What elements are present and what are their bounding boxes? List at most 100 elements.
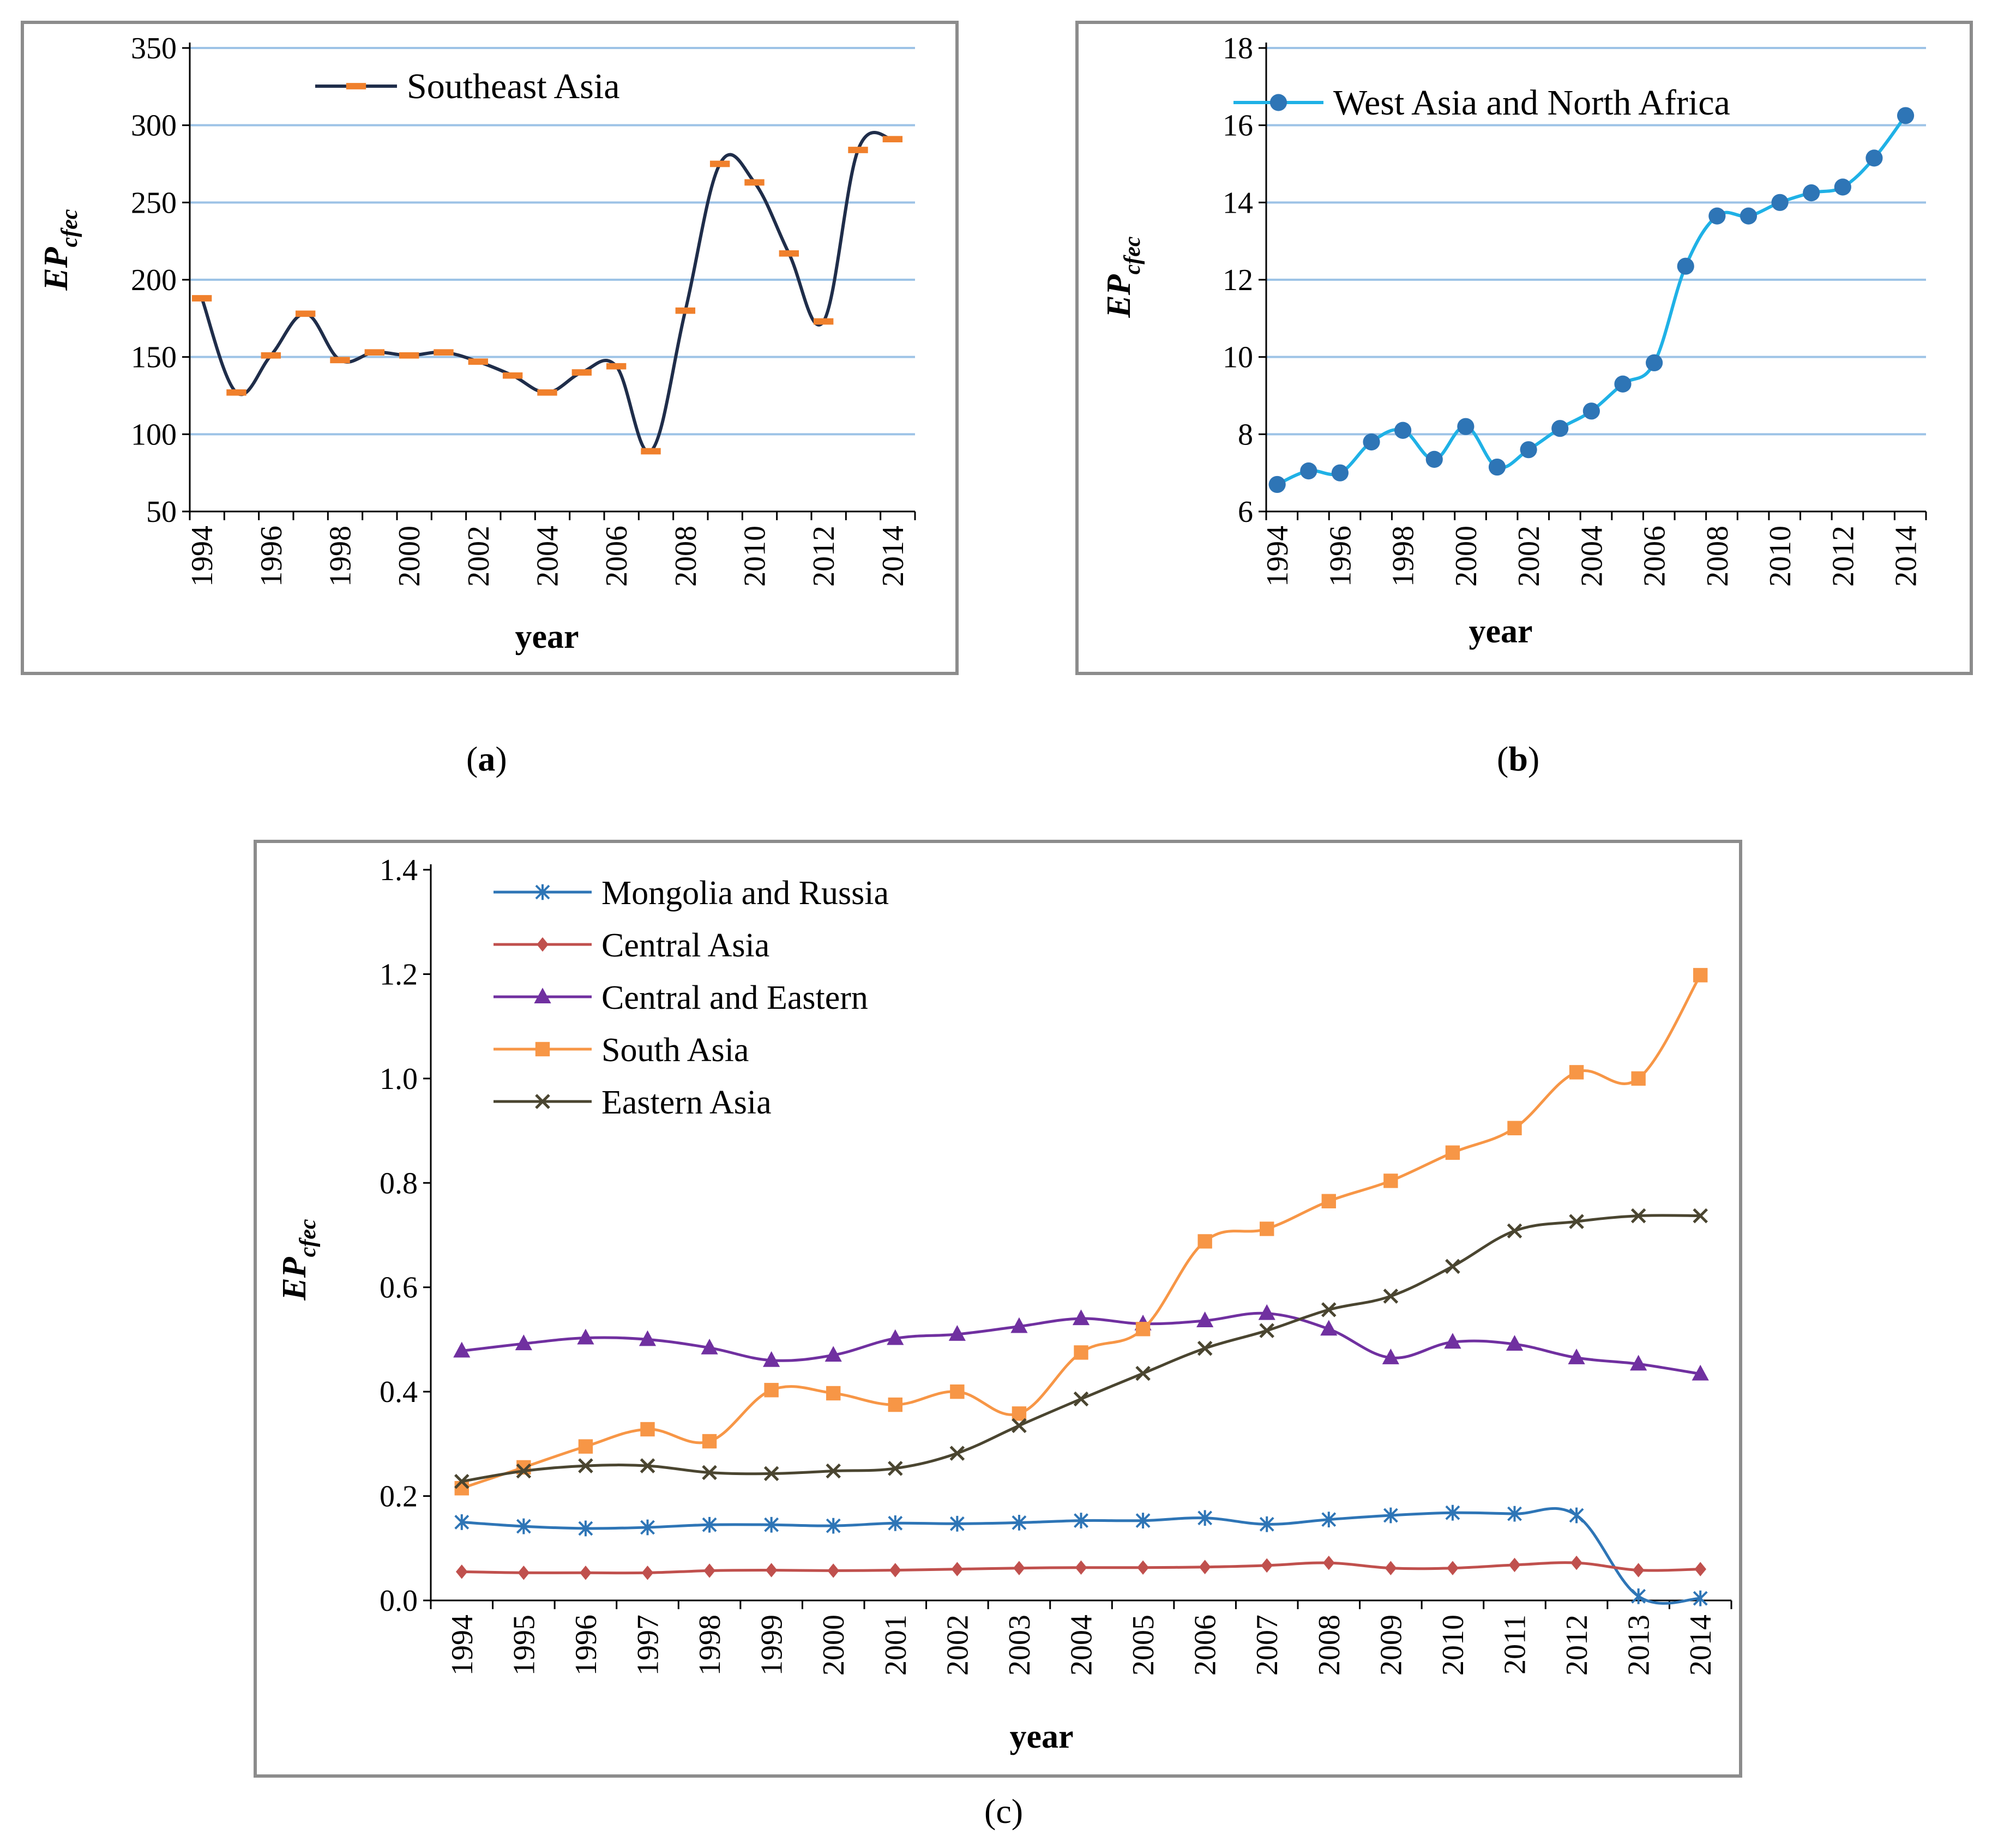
chart-frame xyxy=(21,21,959,675)
x-tick-label: 2006 xyxy=(1189,1615,1223,1676)
y-tick-label: 12 xyxy=(1223,263,1253,297)
y-axis-title: EPcfec xyxy=(276,1219,321,1301)
data-point xyxy=(888,1515,903,1531)
data-point xyxy=(826,1463,841,1479)
data-point xyxy=(1135,1365,1151,1381)
data-point xyxy=(826,1386,841,1401)
x-tick-label: 2013 xyxy=(1622,1615,1656,1676)
data-point xyxy=(1693,1208,1708,1224)
x-tick-label: 1994 xyxy=(1261,526,1295,587)
data-point xyxy=(763,1466,779,1482)
data-point xyxy=(1570,1555,1582,1570)
x-tick-label: 1996 xyxy=(569,1615,603,1676)
data-point xyxy=(887,1329,904,1345)
data-point xyxy=(1258,1304,1275,1320)
x-tick-label: 2006 xyxy=(600,526,634,587)
x-tick-label: 2006 xyxy=(1638,526,1672,587)
axes: 0.0 0.2 0.4 0.6 0.8 1.0 1.2 1.4 1994 1995 1996 1997… xyxy=(380,853,1732,1676)
data-point xyxy=(1261,1558,1273,1573)
legend-marker xyxy=(537,937,549,952)
data-point xyxy=(1488,458,1506,476)
y-tick-label: 250 xyxy=(131,186,177,220)
data-point xyxy=(640,1422,655,1437)
data-point xyxy=(640,1458,655,1473)
data-point xyxy=(702,1465,717,1480)
data-point xyxy=(702,1434,717,1449)
x-tick-label: 2001 xyxy=(879,1615,913,1676)
data-point xyxy=(1010,1317,1028,1333)
data-point xyxy=(764,1383,779,1398)
data-point xyxy=(578,1439,593,1454)
data-point xyxy=(1568,1349,1585,1364)
x-tick-label: 1994 xyxy=(446,1615,479,1676)
x-tick-label: 1996 xyxy=(255,526,288,587)
data-point xyxy=(1383,1507,1398,1524)
data-point xyxy=(1693,1590,1708,1606)
data-point xyxy=(827,1563,840,1578)
x-tick-label: 2002 xyxy=(941,1615,974,1676)
series xyxy=(191,131,903,455)
y-tick-label: 0.6 xyxy=(380,1271,418,1305)
data-point xyxy=(1321,1194,1336,1208)
x-tick-label: 2012 xyxy=(807,526,841,587)
x-tick-label: 1995 xyxy=(507,1615,541,1676)
x-tick-label: 2004 xyxy=(1575,526,1609,587)
x-axis-title: year xyxy=(1009,1718,1073,1755)
data-point xyxy=(1692,1364,1709,1381)
data-point xyxy=(1135,1322,1151,1337)
legend: Southeast Asia xyxy=(315,67,620,106)
data-point xyxy=(765,1563,778,1578)
x-tick-label: 1996 xyxy=(1323,526,1357,587)
data-point xyxy=(1447,1561,1459,1575)
data-point xyxy=(1457,418,1475,435)
data-point xyxy=(580,1566,592,1580)
data-point xyxy=(1507,1121,1522,1135)
gridlines xyxy=(1266,47,1926,436)
legend-marker xyxy=(535,1042,550,1057)
x-tick-label: 2002 xyxy=(1512,526,1546,587)
data-point xyxy=(516,1463,532,1479)
data-point xyxy=(1569,1214,1584,1229)
panel-label-c: (c) xyxy=(984,1792,1024,1831)
legend: West Asia and North Africa xyxy=(1233,83,1730,123)
data-point xyxy=(1445,1259,1460,1274)
data-point xyxy=(1013,1561,1025,1575)
x-tick-label: 2004 xyxy=(531,526,565,587)
legend-label: Mongolia and Russia xyxy=(601,875,889,912)
data-point xyxy=(1834,178,1851,196)
data-point xyxy=(1322,1555,1335,1570)
y-tick-label: 200 xyxy=(131,263,177,297)
data-point xyxy=(454,1481,469,1496)
legend-marker xyxy=(535,1094,550,1109)
x-axis-title: year xyxy=(1469,613,1532,650)
x-axis-title: year xyxy=(515,618,579,655)
data-point xyxy=(1630,1355,1647,1371)
y-axis-title-main: EP xyxy=(1100,274,1138,318)
legend-label: South Asia xyxy=(601,1032,749,1069)
data-point xyxy=(1803,184,1820,202)
x-tick-label: 2011 xyxy=(1498,1615,1532,1675)
data-point xyxy=(1740,207,1758,225)
y-tick-label: 10 xyxy=(1223,341,1253,375)
data-point xyxy=(1321,1512,1337,1528)
axes: 6 8 10 12 14 16 18 1994 1996 1998 2000 2002 2004 2006… xyxy=(1223,32,1927,587)
data-point xyxy=(1771,194,1789,211)
panel-label-b: (b) xyxy=(1497,739,1540,778)
data-point xyxy=(1074,1513,1088,1528)
legend-label: Southeast Asia xyxy=(407,67,620,106)
y-axis-title-main: EP xyxy=(276,1256,313,1301)
data-point xyxy=(1300,462,1317,480)
data-point xyxy=(515,1334,532,1351)
data-point xyxy=(1645,354,1663,371)
legend-label: Central and Eastern xyxy=(601,979,868,1016)
y-tick-label: 1.0 xyxy=(380,1062,418,1096)
y-tick-label: 16 xyxy=(1223,109,1253,143)
series xyxy=(1268,107,1915,493)
data-point xyxy=(1331,464,1349,481)
data-point xyxy=(1259,1323,1274,1338)
data-point xyxy=(1630,1208,1646,1224)
data-point xyxy=(949,1515,965,1532)
data-point xyxy=(1551,420,1569,437)
x-tick-label: 2014 xyxy=(1684,1615,1718,1676)
data-point xyxy=(1445,1145,1460,1160)
